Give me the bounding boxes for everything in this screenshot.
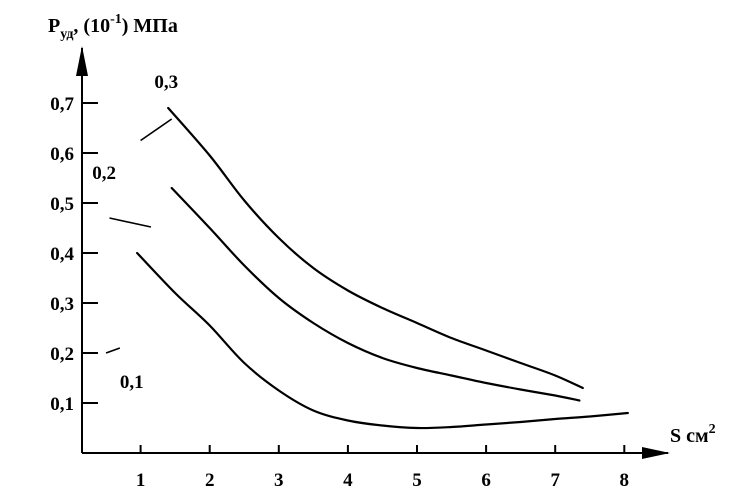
y-tick-label: 0,3	[50, 294, 74, 315]
x-tick-label: 2	[205, 470, 215, 491]
series-label: 0,1	[120, 372, 144, 393]
y-axis-title-middle: , (10	[73, 15, 110, 37]
series-label: 0,2	[92, 163, 116, 184]
series-line	[167, 106, 584, 390]
x-tick-label: 6	[481, 470, 491, 491]
series-leader-line	[109, 217, 152, 228]
x-tick-label: 4	[343, 470, 353, 491]
y-ticks: 0,1 0,2 0,3 0,4 0,5 0,6 0,7	[50, 94, 98, 415]
y-axis-title-main: P	[48, 15, 60, 37]
series-line	[170, 186, 581, 402]
x-axis-title-main: S см	[670, 425, 709, 447]
x-tick-label: 5	[412, 470, 422, 491]
y-tick-label: 0,2	[50, 344, 74, 365]
series-2: 0,2	[92, 163, 581, 402]
x-axis-title-sup: 2	[709, 422, 716, 437]
series-3: 0,1	[105, 251, 629, 430]
series-1: 0,3	[140, 72, 584, 390]
x-axis-arrow	[642, 447, 670, 459]
y-tick-label: 0,7	[50, 94, 74, 115]
x-tick-label: 3	[274, 470, 284, 491]
y-axis-title-sub: уд	[60, 27, 73, 42]
series-layer: 0,3 0,2 0,1	[92, 72, 629, 430]
x-ticks: 1 2 3 4 5 6 7 8	[136, 445, 629, 491]
series-leader-line	[140, 118, 173, 142]
y-axis-arrow	[76, 46, 88, 76]
y-tick-label: 0,5	[50, 194, 74, 215]
x-tick-label: 1	[136, 470, 146, 491]
y-axis-title-sup: -1	[110, 12, 122, 27]
y-tick-label: 0,1	[50, 394, 74, 415]
y-tick-label: 0,4	[50, 244, 74, 265]
axes	[76, 46, 670, 459]
x-tick-label: 7	[550, 470, 560, 491]
y-axis-title: Pуд, (10-1) МПа	[48, 12, 178, 42]
x-tick-label: 8	[620, 470, 630, 491]
series-leader-line	[105, 347, 121, 354]
series-label: 0,3	[154, 72, 178, 93]
y-axis-title-end: ) МПа	[122, 15, 178, 37]
x-axis-title: S см2	[670, 422, 716, 447]
series-line	[136, 251, 629, 430]
y-tick-label: 0,6	[50, 144, 74, 165]
